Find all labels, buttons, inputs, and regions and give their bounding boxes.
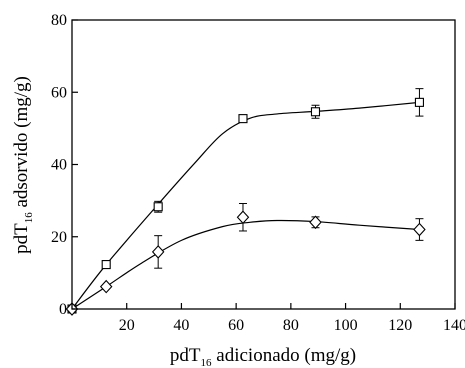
series-0-point [310,107,321,117]
y-axis-title: pdT16 adsorvido (mg/g) [11,76,35,254]
x-tick-label: 60 [228,317,244,334]
x-axis-title: pdT16 adicionado (mg/g) [170,345,356,368]
series-0-point [153,202,163,212]
series-0-fit-curve [71,101,420,310]
series-1-point [99,279,113,294]
series-1-fit-curve [71,219,420,310]
series-1-point [413,222,426,237]
series-0-point [101,260,111,270]
series-1-point [309,215,322,230]
x-tick-label: 80 [283,317,299,334]
y-tick-label: 80 [51,12,67,29]
series-1-point [236,210,250,225]
series-0-point [414,97,424,107]
x-tick-label: 140 [443,317,465,334]
x-tick-label: 100 [334,317,358,334]
series-1-point [151,245,165,259]
series-0-point [238,114,248,124]
x-tick-label: 120 [388,317,412,334]
axes [71,19,456,310]
x-tick-label: 20 [119,317,135,334]
plot-area [65,88,426,316]
y-tick-label: 20 [51,229,67,246]
plot-frame [71,19,456,310]
y-tick-label: 0 [59,301,67,318]
y-tick-label: 40 [51,157,67,174]
x-tick-label: 40 [173,317,189,334]
ticks: 20 40 60 80 100 120 140 0 20 40 60 80 [51,12,465,334]
y-tick-label: 60 [51,84,67,101]
